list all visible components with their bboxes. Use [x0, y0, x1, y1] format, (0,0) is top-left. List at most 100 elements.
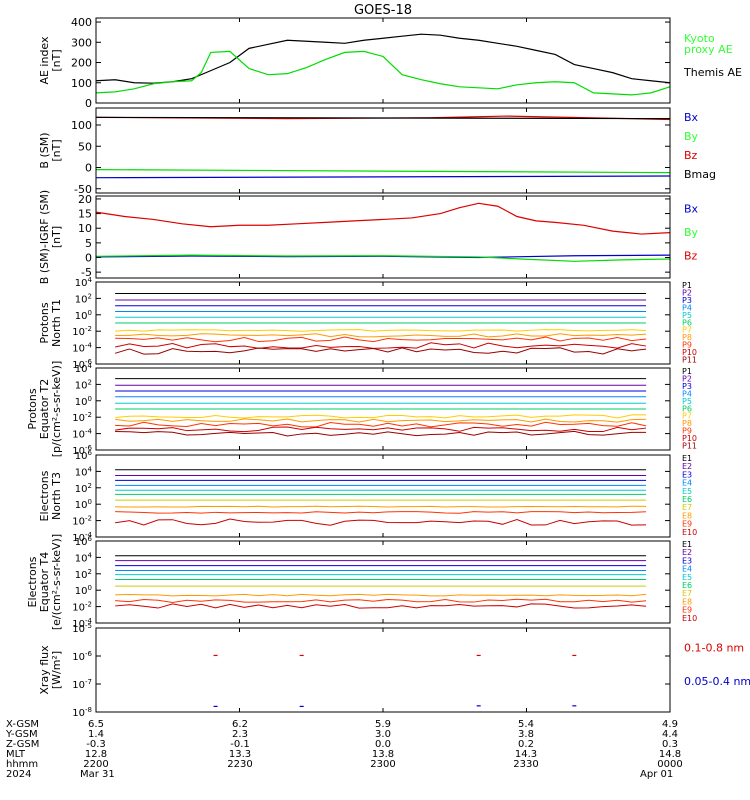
y-axis-label: [p/(cm²-s-sr-keV)] [50, 361, 63, 458]
y-tick-label: 106 [75, 449, 93, 462]
panel-bdiff-frame [95, 195, 671, 279]
footer-value: 14.8 [659, 749, 681, 760]
channel-label: E4 [682, 479, 692, 488]
y-tick-label: 100 [75, 498, 92, 511]
channel-line [115, 426, 647, 433]
series-line [95, 254, 671, 262]
y-tick-label: 10-2 [72, 515, 92, 528]
y-axis-label: [nT] [50, 49, 63, 71]
footer-value: 2.3 [232, 729, 248, 740]
y-tick-label: 102 [75, 292, 92, 305]
y-axis-label: Electrons [26, 556, 39, 607]
channel-label: E8 [682, 597, 692, 606]
panel-bsm: -50 0 50 100 B (SM) [nT] Bx By Bz Bmag [38, 107, 716, 196]
legend-entry: 0.1-0.8 nm [684, 642, 744, 655]
footer-value: 6.2 [232, 719, 248, 730]
y-tick-label: 10-4 [72, 342, 92, 355]
footer-row-label: 2024 [6, 769, 31, 780]
y-tick-label: 100 [71, 119, 92, 132]
footer-row-label: Z-GSM [6, 739, 39, 750]
channel-line [115, 421, 647, 428]
channel-label: P10 [682, 434, 697, 443]
channel-label: E7 [682, 503, 692, 512]
y-tick-label: 0 [85, 252, 92, 265]
channel-label: P10 [682, 348, 697, 357]
channel-label: E9 [682, 520, 692, 529]
panel-electrons_north-frame [95, 454, 671, 538]
channel-label: P11 [682, 356, 697, 365]
y-tick-label: 0 [85, 162, 92, 175]
plot-title: GOES-18 [354, 3, 412, 18]
footer-value: 12.8 [85, 749, 107, 760]
channel-line [115, 333, 647, 338]
channel-label: E5 [682, 573, 692, 582]
y-axis-label: North T3 [50, 472, 63, 520]
channel-label: P1 [682, 367, 692, 376]
series-line [95, 116, 671, 120]
channel-label: P7 [682, 326, 692, 335]
channel-label: P11 [682, 442, 697, 451]
y-tick-label: 10 [78, 222, 92, 235]
legend-entry: Bz [684, 249, 698, 262]
channel-label: P7 [682, 412, 692, 421]
channel-label: P5 [682, 311, 692, 320]
channel-line [115, 505, 647, 508]
footer-value: 0000 [657, 759, 682, 770]
footer-value: 2230 [227, 759, 252, 770]
channel-line [115, 430, 647, 437]
footer-value: 13.3 [229, 749, 251, 760]
legend-entry: Bx [684, 202, 699, 215]
footer-row-label: hhmm [6, 759, 38, 770]
y-tick-label: 300 [71, 36, 92, 49]
y-tick-label: 102 [75, 378, 92, 391]
channel-label: P3 [682, 382, 692, 391]
footer-value: 3.8 [518, 729, 534, 740]
legend-entry: By [684, 226, 699, 239]
y-tick-label: 100 [75, 309, 92, 322]
channel-label: P9 [682, 341, 692, 350]
y-tick-label: 10-2 [72, 411, 92, 424]
channel-label: P1 [682, 281, 692, 290]
channel-label: E1 [682, 454, 692, 463]
panel-xray: 10-8 10-7 10-6 10-5 Xray flux [W/m²] 0.1-0.8 n… [38, 622, 750, 719]
channel-line [115, 511, 647, 514]
channel-line [115, 329, 647, 332]
footer-value: Mar 31 [80, 769, 115, 780]
y-axis-label: [W/m²] [50, 651, 63, 689]
legend-entry: Bz [684, 149, 698, 162]
footer-value: 3.0 [375, 729, 391, 740]
y-tick-label: 106 [75, 535, 93, 548]
channel-label: P2 [682, 374, 692, 383]
y-tick-label: 100 [75, 584, 92, 597]
y-axis-label: North T1 [50, 299, 63, 347]
y-tick-label: 104 [75, 276, 93, 289]
channel-label: E3 [682, 556, 692, 565]
channel-label: E10 [682, 528, 697, 537]
y-tick-label: 10-8 [72, 706, 92, 719]
footer-row-label: Y-GSM [5, 729, 38, 740]
footer-value: 5.4 [518, 719, 534, 730]
channel-label: E10 [682, 614, 697, 623]
y-axis-label: Protons [38, 302, 51, 343]
y-axis-label: B (SM)-IGRF (SM) [38, 190, 51, 284]
y-tick-label: 15 [78, 208, 92, 221]
y-axis-label: [nT] [50, 139, 63, 161]
channel-label: P3 [682, 296, 692, 305]
channel-label: E6 [682, 495, 692, 504]
channel-label: E7 [682, 589, 692, 598]
channel-label: E6 [682, 581, 692, 590]
y-tick-label: 104 [75, 362, 93, 375]
series-line [95, 169, 671, 174]
y-tick-label: 10-6 [72, 650, 92, 663]
footer-value: 13.8 [372, 749, 394, 760]
footer-value: 14.3 [515, 749, 537, 760]
footer-value: Apr 01 [640, 769, 673, 780]
footer-value: 0.2 [518, 739, 534, 750]
